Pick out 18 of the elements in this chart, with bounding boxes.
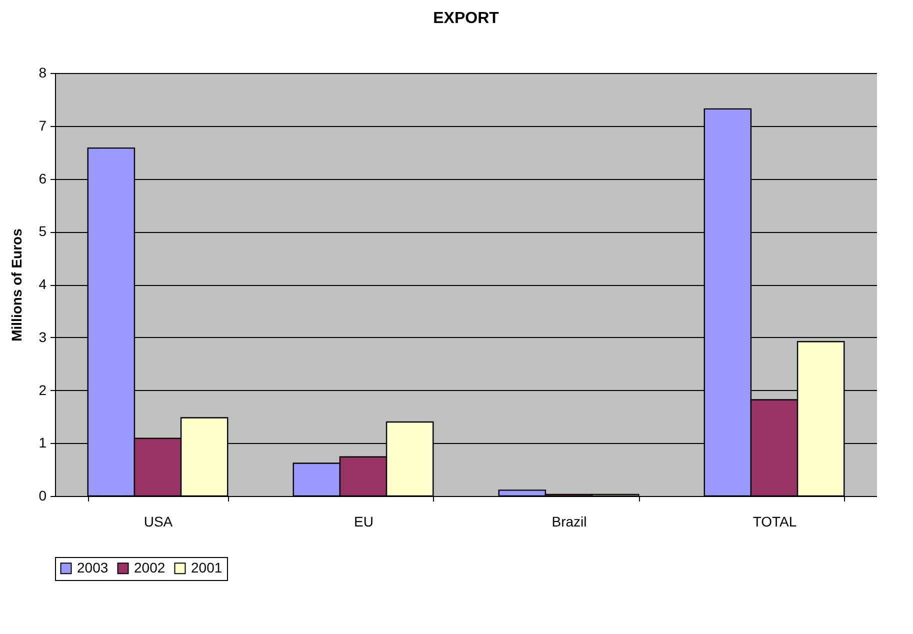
- x-tick-label: EU: [354, 514, 374, 530]
- y-tick-label: 8: [38, 64, 47, 80]
- legend-label: 2003: [77, 559, 108, 576]
- chart-title: EXPORT: [433, 10, 500, 27]
- y-tick-label: 2: [38, 382, 47, 398]
- legend-label: 2001: [191, 559, 222, 576]
- y-tick-label: 1: [38, 434, 47, 451]
- y-tick-label: 0: [38, 488, 47, 504]
- x-tick-label: TOTAL: [752, 514, 797, 530]
- y-tick-label: 7: [38, 117, 47, 134]
- y-axis-title: Millions of Euros: [8, 228, 25, 342]
- x-tick-label: USA: [144, 514, 174, 530]
- y-tick-label: 4: [38, 276, 47, 292]
- y-tick-label: 6: [38, 170, 47, 186]
- legend-label: 2002: [134, 559, 166, 576]
- y-tick-label: 3: [38, 328, 47, 345]
- y-tick-label: 5: [38, 223, 47, 240]
- x-tick-label: Brazil: [552, 514, 587, 530]
